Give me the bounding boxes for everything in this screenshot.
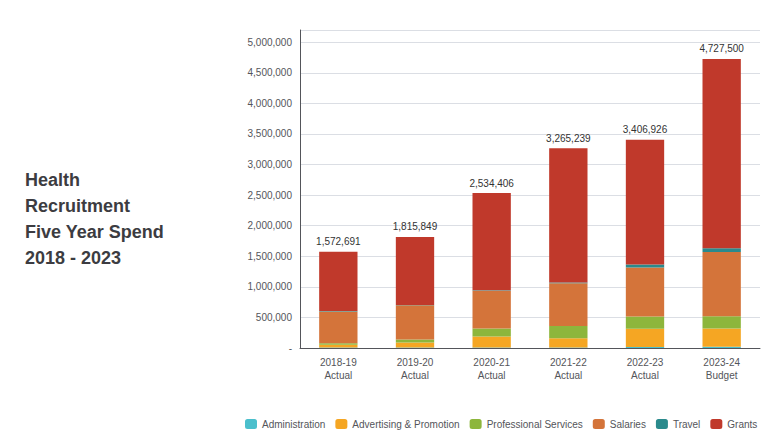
svg-text:Administration: Administration [262,419,325,430]
svg-text:4,500,000: 4,500,000 [248,67,293,78]
svg-text:2018-19: 2018-19 [320,357,357,368]
svg-text:500,000: 500,000 [256,312,293,323]
svg-text:Actual: Actual [554,370,582,381]
svg-text:5,000,000: 5,000,000 [248,37,293,48]
svg-text:2020-21: 2020-21 [473,357,510,368]
svg-text:4,727,500: 4,727,500 [699,43,744,54]
svg-text:Recruitment: Recruitment [25,196,130,216]
svg-text:Advertising & Promotion: Advertising & Promotion [352,419,459,430]
svg-text:2019-20: 2019-20 [397,357,434,368]
svg-text:2018 - 2023: 2018 - 2023 [25,248,121,268]
svg-text:Health: Health [25,170,80,190]
svg-text:-: - [289,343,292,354]
svg-text:1,500,000: 1,500,000 [248,251,293,262]
svg-text:Actual: Actual [631,370,659,381]
svg-text:2021-22: 2021-22 [550,357,587,368]
svg-text:Budget: Budget [706,370,738,381]
svg-text:Actual: Actual [478,370,506,381]
svg-text:Salaries: Salaries [610,419,646,430]
svg-text:2023-24: 2023-24 [703,357,740,368]
svg-text:Grants: Grants [727,419,757,430]
svg-text:3,265,239: 3,265,239 [546,133,591,144]
svg-text:1,000,000: 1,000,000 [248,281,293,292]
svg-text:Professional Services: Professional Services [487,419,583,430]
svg-text:Actual: Actual [324,370,352,381]
svg-text:2022-23: 2022-23 [627,357,664,368]
svg-text:Five Year Spend: Five Year Spend [25,222,164,242]
svg-text:4,000,000: 4,000,000 [248,98,293,109]
svg-text:1,572,691: 1,572,691 [316,236,361,247]
svg-text:3,406,926: 3,406,926 [623,124,668,135]
svg-text:3,500,000: 3,500,000 [248,128,293,139]
svg-text:1,815,849: 1,815,849 [393,221,438,232]
svg-text:3,000,000: 3,000,000 [248,159,293,170]
svg-text:2,000,000: 2,000,000 [248,220,293,231]
svg-text:Actual: Actual [401,370,429,381]
svg-text:Travel: Travel [673,419,700,430]
svg-text:2,534,406: 2,534,406 [469,178,514,189]
svg-text:2,500,000: 2,500,000 [248,190,293,201]
